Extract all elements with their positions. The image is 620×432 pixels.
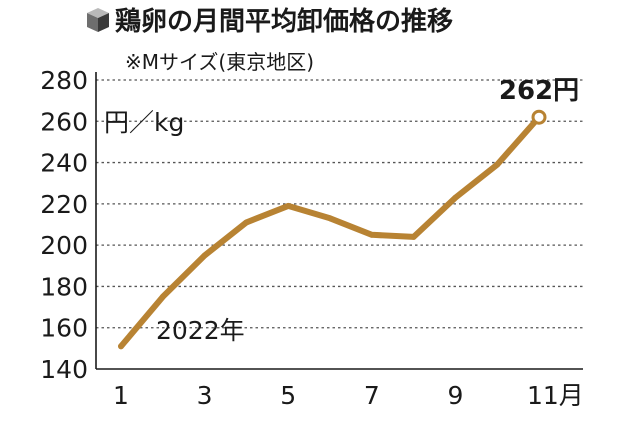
y-tick-labels: 140 160 180 200 220 240 260 280 (40, 66, 88, 384)
data-point (327, 215, 333, 222)
cube-icon (87, 8, 109, 32)
data-point (243, 219, 250, 226)
x-tick-label-1: 1 (113, 381, 129, 410)
y-tick-label-220: 220 (40, 190, 88, 219)
unit-label: 円／kg (104, 108, 184, 137)
y-tick-label-140: 140 (40, 355, 88, 384)
axes (95, 72, 583, 370)
chart-subtitle: ※Mサイズ(東京地区) (125, 50, 314, 74)
y-tick-label-200: 200 (40, 231, 88, 260)
x-tick-label-5: 5 (280, 381, 296, 410)
x-tick-labels: 1 3 5 7 9 11月 (113, 381, 584, 410)
end-point-marker (531, 109, 547, 125)
data-point (159, 293, 166, 300)
grid-lines (96, 79, 583, 329)
chart-title: 鶏卵の月間平均卸価格の推移 (115, 6, 453, 37)
x-tick-label-3: 3 (197, 381, 213, 410)
data-point (201, 252, 208, 259)
y-tick-label-240: 240 (40, 149, 88, 178)
data-point (368, 231, 375, 238)
y-tick-label-260: 260 (40, 107, 88, 136)
series-layer (118, 109, 547, 350)
data-point (452, 194, 459, 201)
end-value-label: 262円 (499, 76, 579, 106)
data-point (118, 343, 124, 350)
series-line (118, 114, 542, 350)
data-point (285, 203, 292, 209)
y-tick-label-280: 280 (40, 66, 88, 95)
data-point (410, 234, 417, 240)
year-annotation: 2022年 (156, 316, 245, 345)
y-tick-label-160: 160 (40, 314, 88, 343)
x-tick-label-9: 9 (447, 381, 463, 410)
data-point (494, 161, 501, 168)
x-tick-label-7: 7 (364, 381, 380, 410)
x-tick-label-11: 11月 (527, 381, 584, 410)
y-tick-label-180: 180 (40, 272, 88, 301)
